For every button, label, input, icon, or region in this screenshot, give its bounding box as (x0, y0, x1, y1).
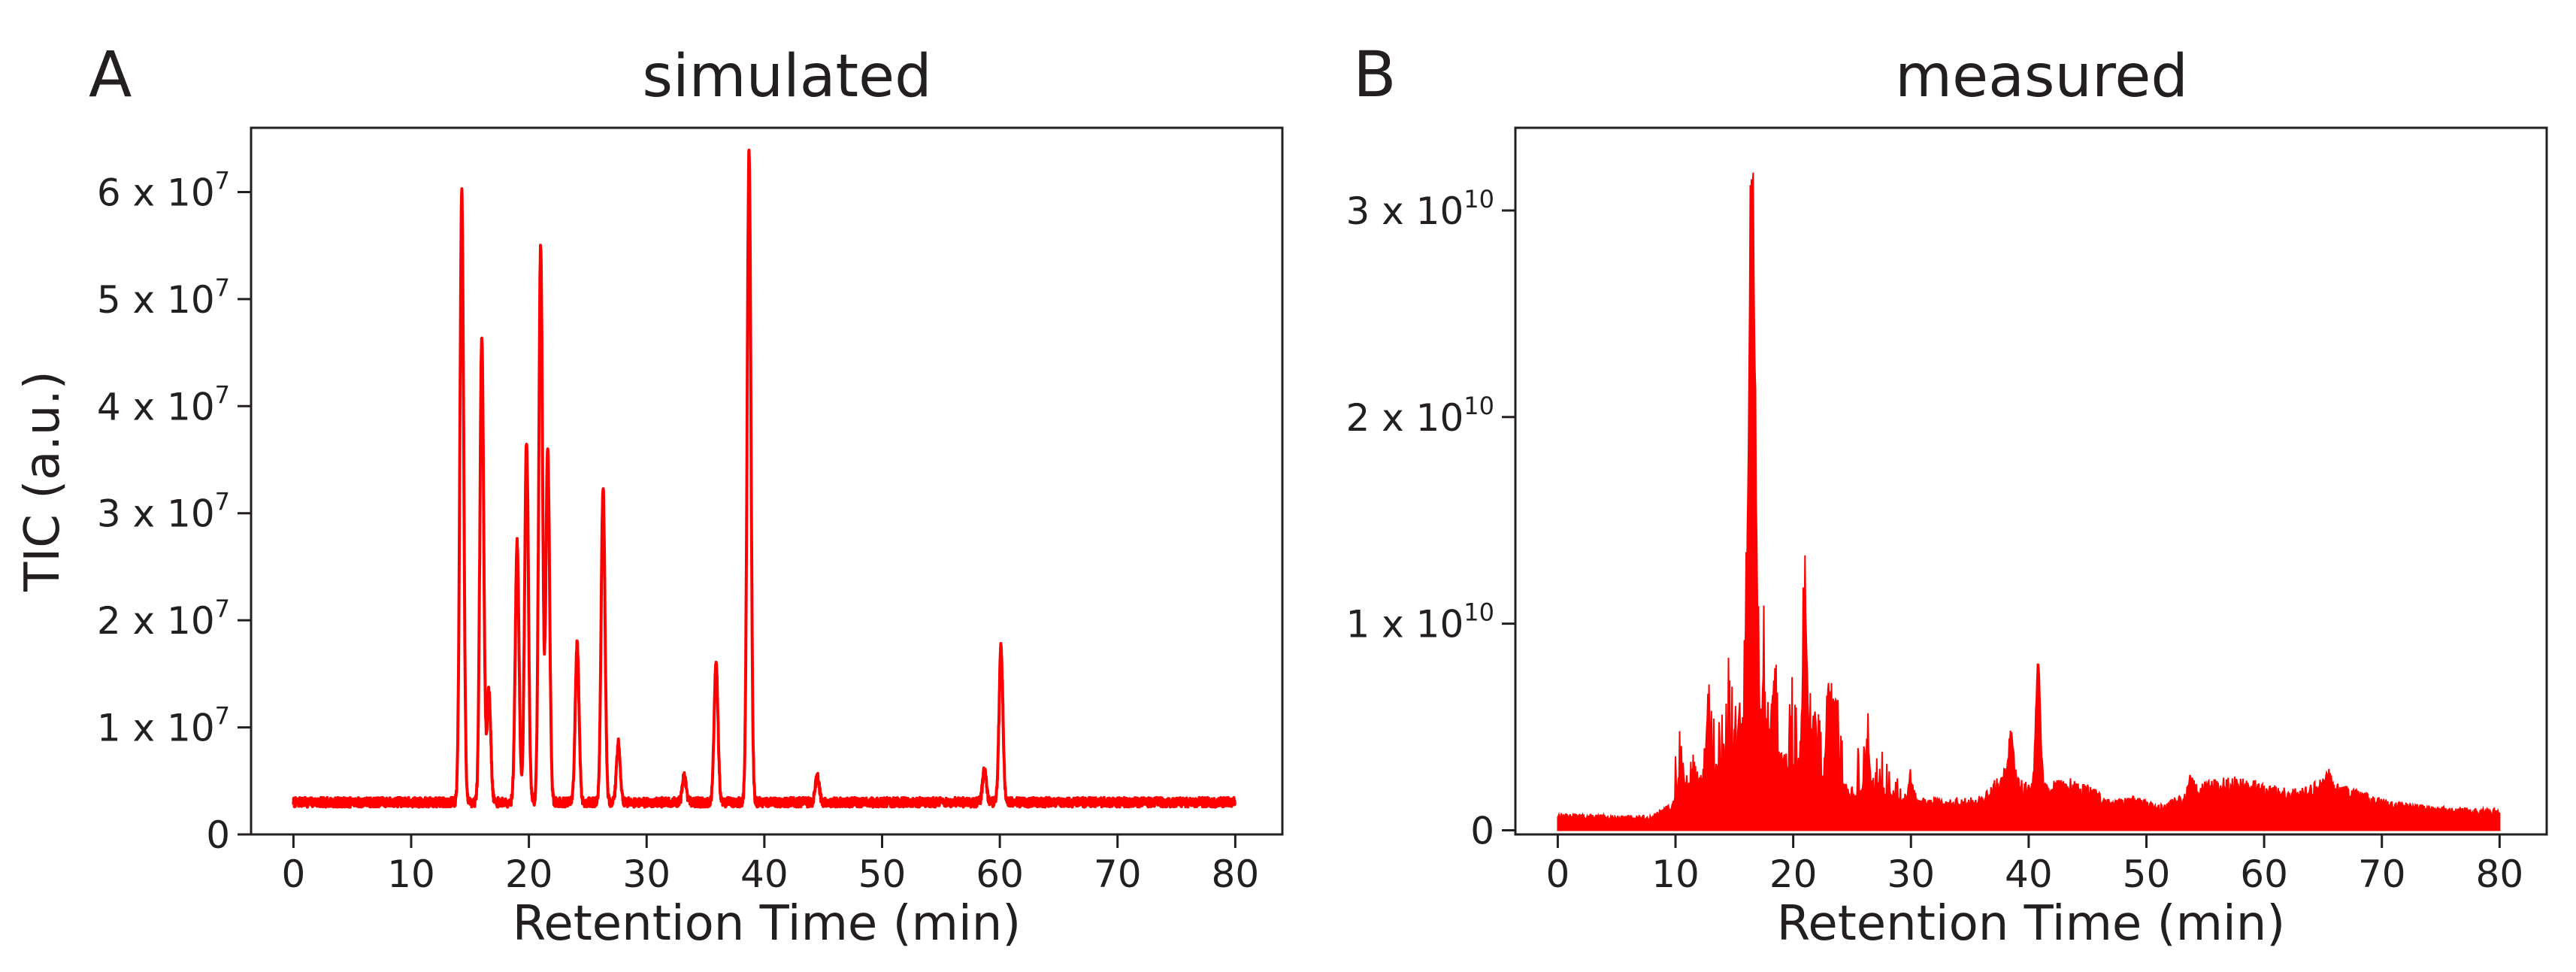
x-tick-label: 60 (2240, 852, 2288, 896)
simulated-tic-trace (292, 148, 1237, 809)
x-tick-label: 50 (858, 852, 907, 896)
y-tick-label: 0 (1470, 810, 1494, 853)
y-axis-label: TIC (a.u.) (15, 371, 71, 592)
x-tick-label: 30 (622, 852, 670, 896)
x-tick-label: 10 (1651, 852, 1700, 896)
y-tick-label: 5 x 107 (97, 274, 230, 322)
x-tick-label: 80 (2476, 852, 2524, 896)
x-tick-label: 0 (1545, 852, 1570, 896)
panel-a-x-axis: 0 10 20 30 40 50 60 70 80 (281, 834, 1259, 896)
panel-b-plot-frame (1514, 126, 2548, 836)
x-tick-label: 40 (740, 852, 789, 896)
panel-a: A simulated 0 10 20 30 40 50 60 70 80 0 1 x 107 2 … (15, 38, 1284, 952)
panel-b-title: measured (1895, 43, 2188, 111)
panel-a-title: simulated (642, 43, 931, 111)
panel-b-series (1557, 172, 2501, 831)
panel-b-x-axis-label: Retention Time (min) (1777, 896, 2286, 952)
x-tick-label: 30 (1887, 852, 1935, 896)
panel-b-x-axis: 0 10 20 30 40 50 60 70 80 (1545, 834, 2523, 896)
x-tick-label: 80 (1212, 852, 1260, 896)
x-tick-label: 70 (1094, 852, 1142, 896)
y-tick-label: 3 x 107 (97, 488, 230, 536)
y-tick-label: 3 x 1010 (1346, 185, 1494, 233)
panel-a-series (292, 148, 1237, 809)
y-tick-label: 2 x 1010 (1346, 392, 1494, 440)
panel-b-y-axis: 0 1 x 1010 2 x 1010 3 x 1010 (1346, 185, 1515, 853)
x-tick-label: 40 (2005, 852, 2053, 896)
x-tick-label: 50 (2123, 852, 2171, 896)
x-tick-label: 20 (1769, 852, 1818, 896)
panel-a-letter: A (89, 38, 132, 111)
x-tick-label: 10 (387, 852, 435, 896)
y-tick-label: 1 x 107 (97, 702, 230, 750)
panel-b: B measured 0 10 20 30 40 50 60 70 80 0 1 x 1010 2 … (1346, 38, 2548, 952)
x-tick-label: 60 (976, 852, 1024, 896)
measured-tic-area (1557, 172, 2501, 831)
y-tick-label: 0 (206, 813, 230, 857)
x-tick-label: 70 (2358, 852, 2406, 896)
panel-a-plot-frame (250, 126, 1284, 836)
y-tick-label: 1 x 1010 (1346, 598, 1494, 646)
x-tick-label: 20 (505, 852, 553, 896)
x-tick-label: 0 (281, 852, 305, 896)
y-tick-label: 6 x 107 (97, 166, 230, 214)
panel-a-x-axis-label: Retention Time (min) (513, 896, 1022, 952)
y-tick-label: 2 x 107 (97, 595, 230, 643)
y-tick-label: 4 x 107 (97, 380, 230, 428)
panel-a-y-axis: 0 1 x 107 2 x 107 3 x 107 4 x 107 5 x 107 6 x … (97, 166, 251, 857)
panel-b-letter: B (1353, 38, 1397, 111)
